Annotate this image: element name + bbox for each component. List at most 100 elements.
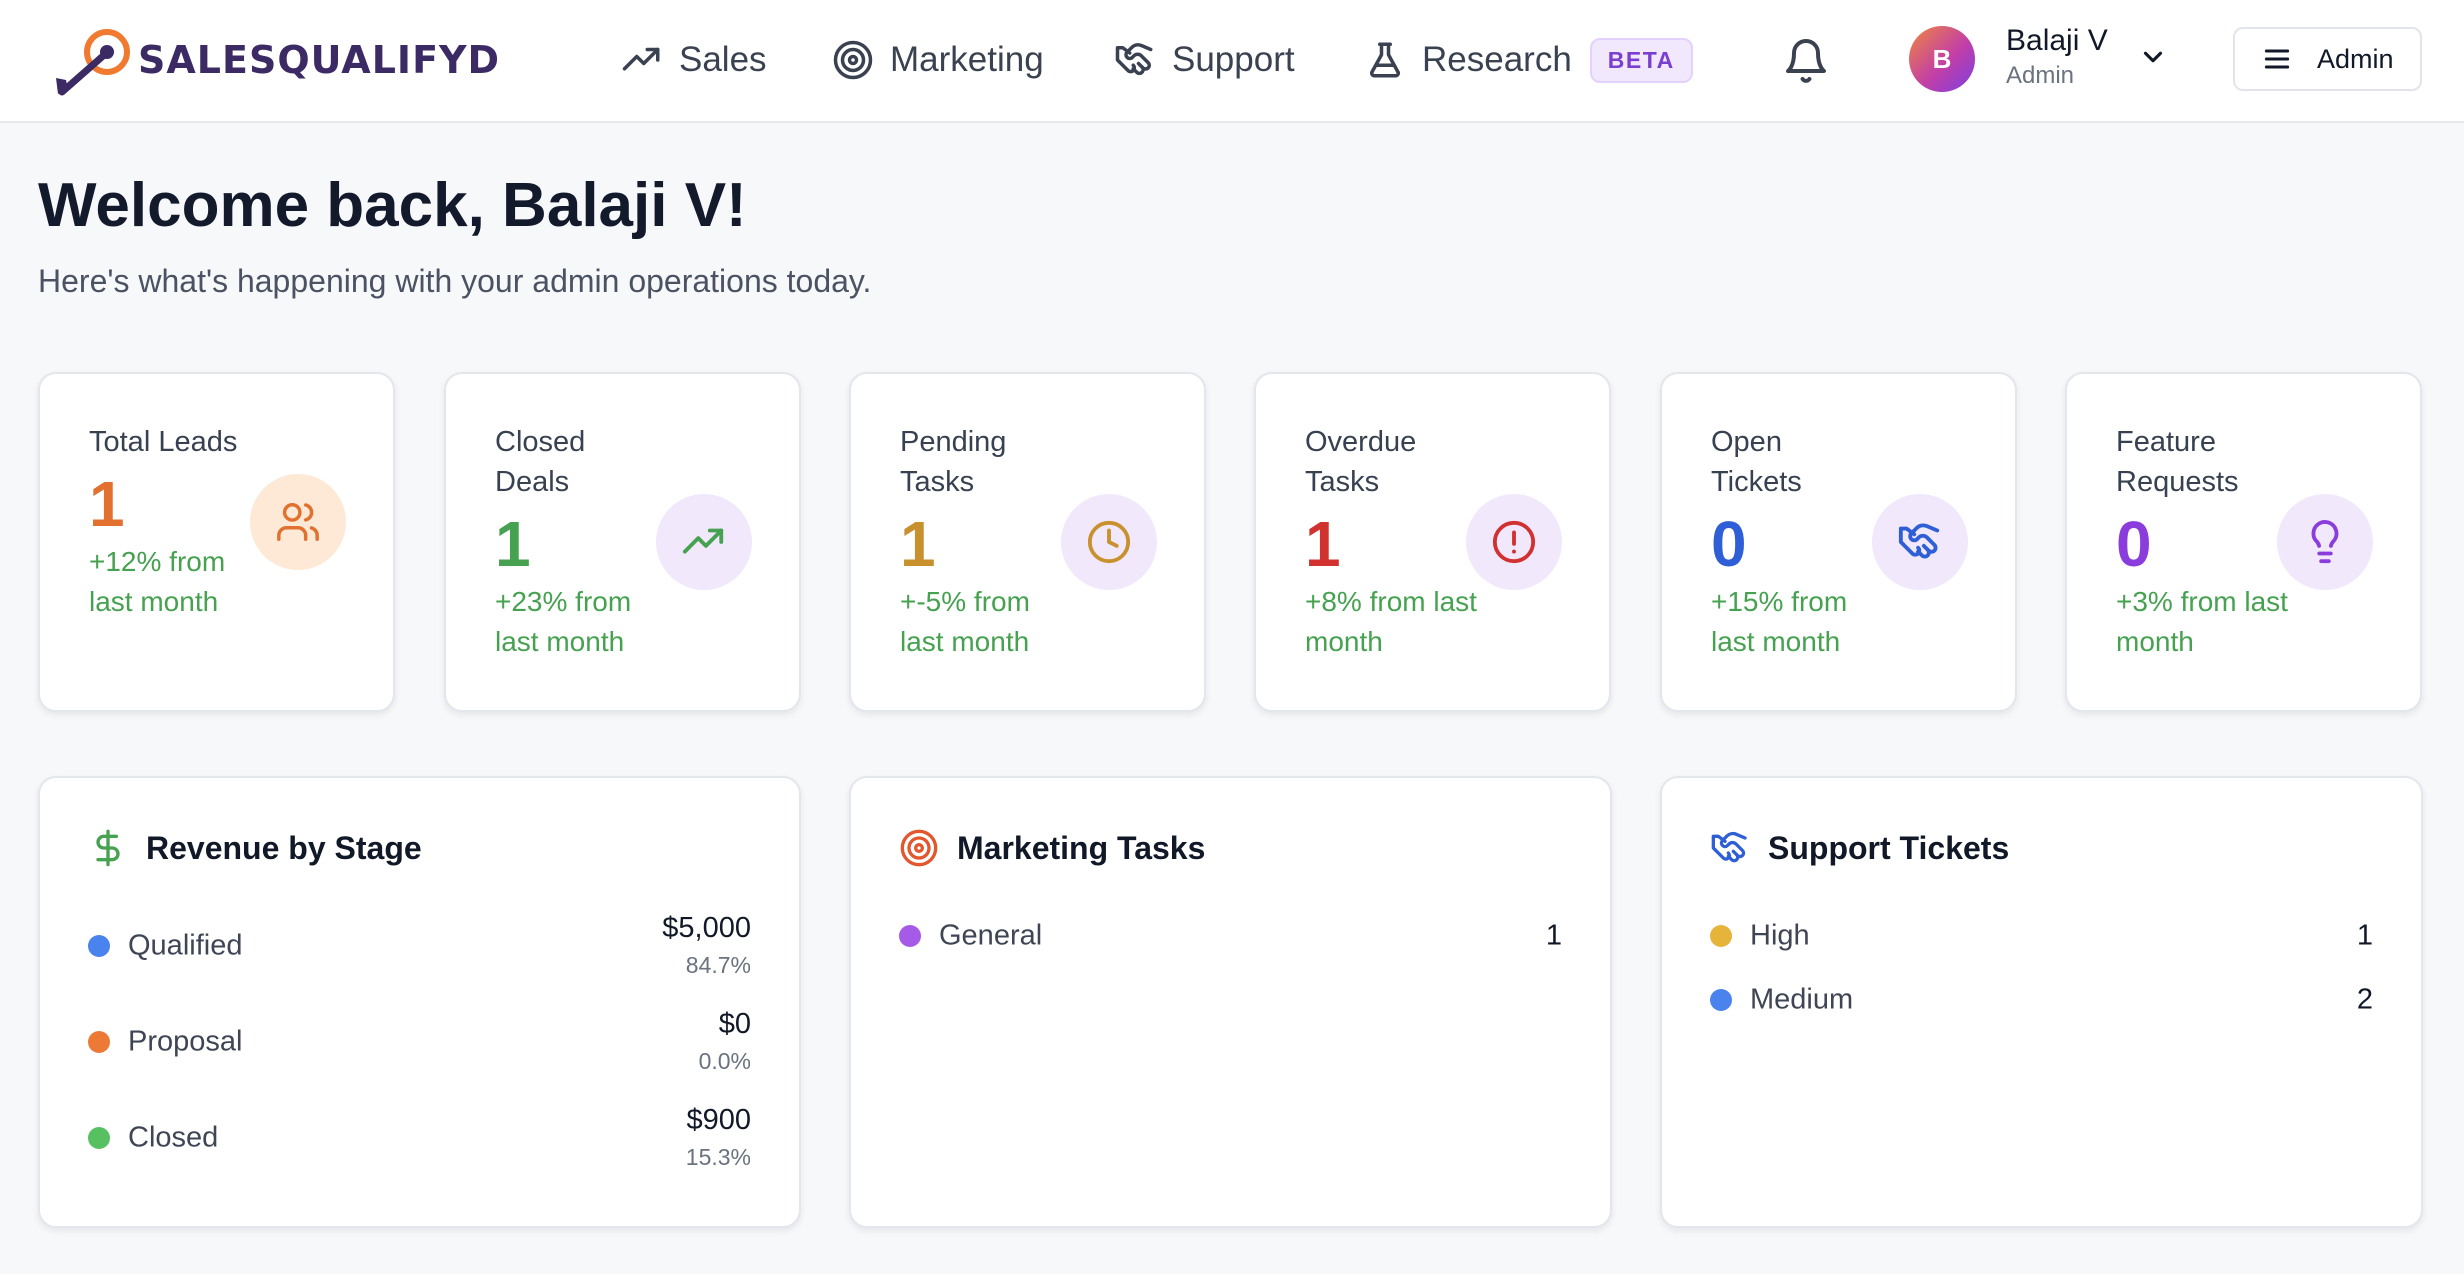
stat-card-pending-tasks[interactable]: Pending Tasks 1 +-5% from last month: [849, 372, 1206, 712]
nav-marketing[interactable]: Marketing: [832, 30, 1044, 90]
row-label: High: [1750, 919, 1810, 952]
handshake-icon: [1115, 43, 1153, 76]
stat-change: +12% from last month: [89, 546, 226, 617]
support-row-high: High 1: [1710, 911, 2373, 961]
marketing-row-general: General 1: [899, 911, 1562, 961]
revenue-row-proposal: Proposal $0 0.0%: [88, 1008, 751, 1076]
row-percent: 84.7%: [685, 952, 751, 978]
row-value: $900: [686, 1104, 751, 1136]
row-count: 2: [2356, 983, 2373, 1016]
nav-research-label: Research: [1422, 40, 1572, 79]
legend-dot: [1710, 989, 1732, 1011]
stat-value: 1: [1305, 508, 1341, 580]
stat-icon-wrapper: [1061, 494, 1157, 590]
stat-label: Open Tickets: [1711, 426, 1802, 498]
row-label: Closed: [128, 1121, 219, 1154]
chevron-down-icon[interactable]: [2138, 42, 2168, 72]
row-count: 1: [1545, 919, 1562, 952]
nav-support-label: Support: [1172, 40, 1295, 79]
top-navbar: SALESQUALIFYD Sales Marketing Support Re…: [0, 0, 2464, 123]
stat-value: 1: [495, 508, 531, 580]
stat-card-total-leads[interactable]: Total Leads 1 +12% from last month: [38, 372, 395, 712]
handshake-icon: [1898, 523, 1940, 559]
panel-title-text: Support Tickets: [1768, 829, 2010, 866]
stat-icon-wrapper: [656, 494, 752, 590]
stat-change: +8% from last month: [1305, 586, 1477, 657]
app-logo[interactable]: SALESQUALIFYD: [52, 22, 500, 98]
handshake-icon: [1711, 831, 1747, 863]
stat-label: Pending Tasks: [900, 426, 1007, 498]
stat-icon-wrapper: [250, 474, 346, 570]
revenue-by-stage-panel: Revenue by Stage Qualified $5,000 84.7% …: [38, 776, 801, 1228]
logo-icon: [56, 29, 130, 96]
stat-value: 1: [89, 468, 125, 540]
row-label: General: [939, 919, 1043, 952]
legend-dot: [88, 1127, 110, 1149]
row-label: Medium: [1750, 983, 1854, 1016]
stat-change: +23% from last month: [495, 586, 632, 657]
admin-button-label: Admin: [2317, 43, 2394, 74]
stat-card-open-tickets[interactable]: Open Tickets 0 +15% from last month: [1660, 372, 2017, 712]
bell-icon[interactable]: [1782, 35, 1830, 87]
panel-title: Marketing Tasks: [899, 828, 1205, 868]
logo-text: SALESQUALIFYD: [138, 38, 501, 82]
stat-value: 0: [2116, 508, 2152, 580]
revenue-row-closed: Closed $900 15.3%: [88, 1104, 751, 1172]
beta-badge: BETA: [1589, 37, 1693, 83]
admin-menu-button[interactable]: Admin: [2233, 27, 2422, 91]
support-tickets-panel: Support Tickets High 1 Medium 2: [1660, 776, 2423, 1228]
legend-dot: [88, 1031, 110, 1053]
stat-label: Total Leads: [89, 426, 238, 458]
stat-icon-wrapper: [1466, 494, 1562, 590]
legend-dot: [88, 935, 110, 957]
lightbulb-icon: [2311, 520, 2339, 564]
stat-change: +-5% from last month: [900, 586, 1030, 657]
target-icon: [900, 829, 938, 867]
avatar[interactable]: B: [1909, 26, 1975, 92]
stat-card-closed-deals[interactable]: Closed Deals 1 +23% from last month: [444, 372, 801, 712]
row-count: 1: [2356, 919, 2373, 952]
page-title: Welcome back, Balaji V!: [38, 171, 747, 240]
marketing-tasks-panel: Marketing Tasks General 1: [849, 776, 1612, 1228]
stat-value: 0: [1711, 508, 1747, 580]
stat-label: Closed Deals: [495, 426, 586, 498]
menu-icon: [2264, 49, 2290, 69]
legend-dot: [899, 925, 921, 947]
stat-change: +3% from last month: [2116, 586, 2288, 657]
row-percent: 15.3%: [685, 1144, 751, 1170]
user-role: Admin: [2006, 62, 2075, 89]
trending-up-icon: [622, 47, 660, 71]
stat-value: 1: [900, 508, 936, 580]
nav-sales-label: Sales: [679, 40, 767, 79]
target-icon: [833, 40, 873, 80]
nav-marketing-label: Marketing: [890, 40, 1044, 79]
user-name: Balaji V: [2006, 24, 2108, 57]
row-percent: 0.0%: [698, 1048, 751, 1074]
panel-title-text: Revenue by Stage: [146, 829, 422, 866]
revenue-row-qualified: Qualified $5,000 84.7%: [88, 912, 751, 980]
panel-title-text: Marketing Tasks: [957, 829, 1206, 866]
panel-title: Revenue by Stage: [88, 828, 422, 868]
panel-title: Support Tickets: [1710, 828, 2009, 868]
trending-up-icon: [682, 528, 724, 554]
row-label: Qualified: [128, 929, 243, 962]
alert-circle-icon: [1492, 520, 1536, 564]
page-subtitle: Here's what's happening with your admin …: [38, 263, 872, 299]
users-icon: [277, 503, 319, 541]
support-row-medium: Medium 2: [1710, 975, 2373, 1025]
stat-change: +15% from last month: [1711, 586, 1848, 657]
row-label: Proposal: [128, 1025, 243, 1058]
stat-card-feature-requests[interactable]: Feature Requests 0 +3% from last month: [2065, 372, 2422, 712]
dollar-icon: [96, 829, 120, 867]
nav-support[interactable]: Support: [1114, 30, 1295, 90]
nav-sales[interactable]: Sales: [621, 30, 767, 90]
nav-research[interactable]: Research BETA: [1364, 30, 1693, 90]
row-value: $0: [718, 1008, 751, 1040]
stat-label: Overdue Tasks: [1305, 426, 1417, 498]
clock-icon: [1087, 520, 1131, 564]
flask-icon: [1370, 42, 1400, 78]
stat-card-overdue-tasks[interactable]: Overdue Tasks 1 +8% from last month: [1254, 372, 1611, 712]
stat-icon-wrapper: [2277, 494, 2373, 590]
legend-dot: [1710, 925, 1732, 947]
row-value: $5,000: [662, 912, 751, 944]
